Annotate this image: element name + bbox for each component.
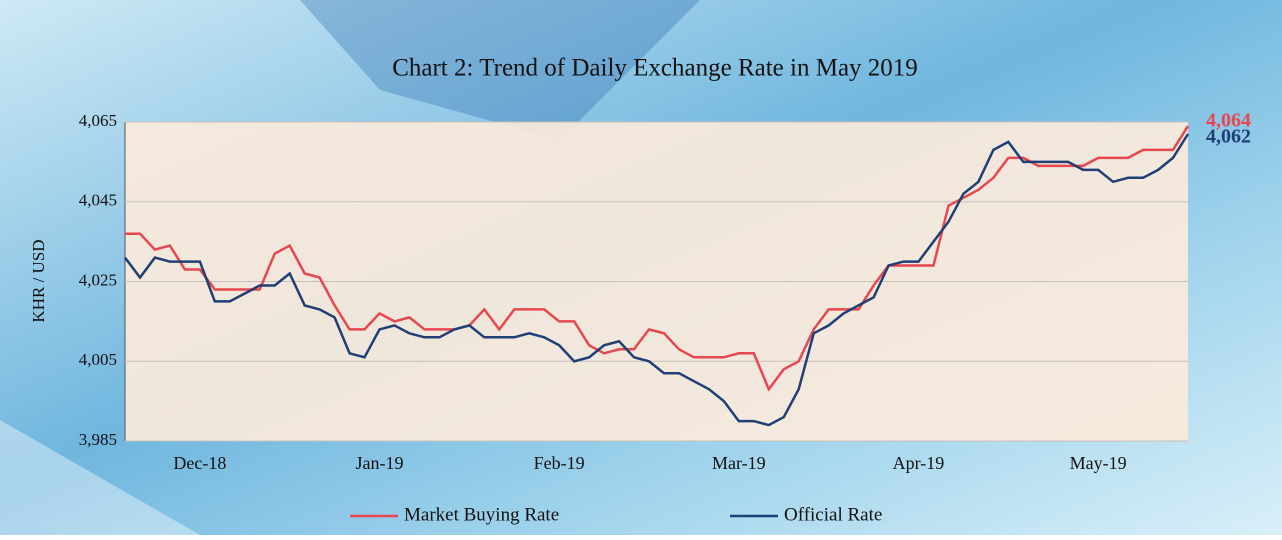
- y-tick-label: 4,025: [79, 270, 117, 289]
- x-tick-label: Apr-19: [893, 453, 945, 473]
- decoration: [300, 0, 700, 140]
- series-line: [124, 133, 1190, 427]
- y-tick-label: 4,065: [79, 111, 117, 130]
- decoration: [0, 420, 200, 535]
- x-tick-label: Feb-19: [534, 453, 585, 473]
- data-label: 4,064: [1206, 110, 1251, 132]
- y-axis-label: KHR / USD: [29, 239, 48, 322]
- x-tick-label: Mar-19: [712, 453, 766, 473]
- x-tick-label: Jan-19: [356, 453, 404, 473]
- y-tick-label: 3,985: [79, 430, 117, 449]
- data-label: 4,062: [1206, 126, 1251, 148]
- x-tick-label: May-19: [1070, 453, 1127, 473]
- y-tick-label: 4,045: [79, 191, 117, 210]
- legend-label: Market Buying Rate: [404, 504, 559, 525]
- chart-title: Chart 2: Trend of Daily Exchange Rate in…: [392, 55, 918, 82]
- legend-label: Official Rate: [784, 504, 882, 525]
- series-line: [125, 125, 1190, 392]
- x-tick-label: Dec-18: [173, 453, 226, 473]
- y-tick-label: 4,005: [79, 350, 117, 369]
